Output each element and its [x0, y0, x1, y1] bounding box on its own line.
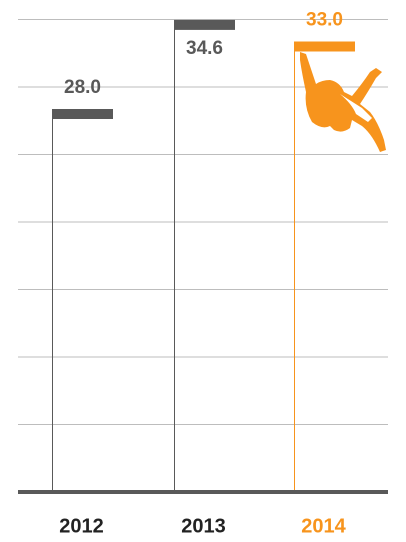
bar-cap	[174, 20, 235, 30]
value-label: 28.0	[64, 77, 101, 98]
x-tick-label: 2012	[59, 515, 104, 537]
value-label: 34.6	[186, 38, 223, 59]
monkey-illustration	[300, 52, 386, 152]
chart: 28.0 2012 34.6 2013 33.0 2014	[0, 0, 406, 542]
value-label: 33.0	[306, 10, 343, 31]
x-tick-label: 2013	[181, 515, 226, 537]
bar-cap	[294, 42, 355, 52]
baseline	[18, 490, 388, 494]
x-tick-label: 2014	[301, 515, 346, 537]
bar-cap	[52, 109, 113, 119]
